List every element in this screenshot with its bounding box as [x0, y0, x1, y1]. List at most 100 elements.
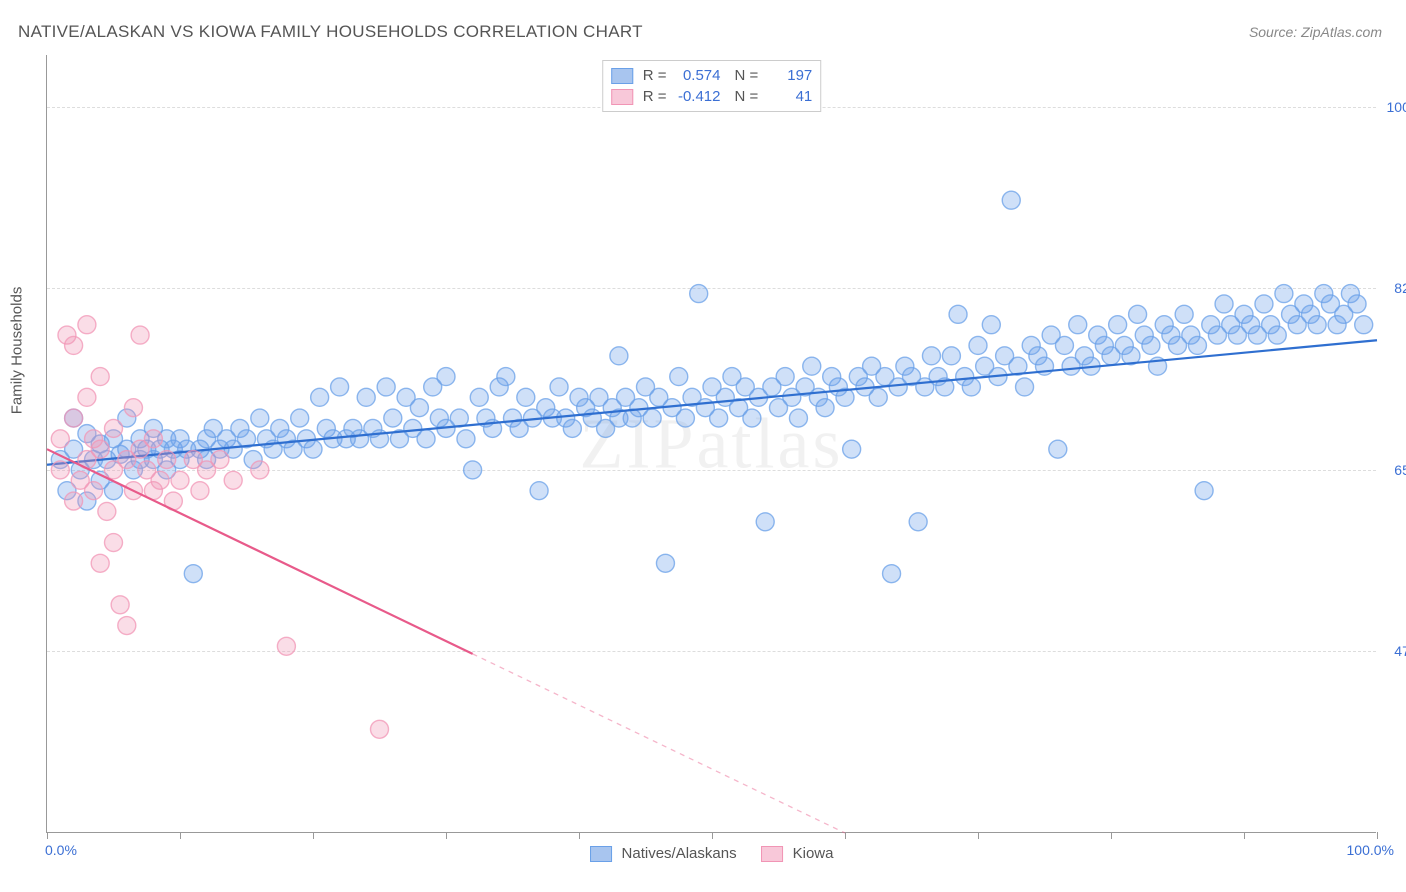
data-point — [909, 513, 927, 531]
source-attribution: Source: ZipAtlas.com — [1249, 24, 1382, 40]
data-point — [1195, 482, 1213, 500]
data-point — [65, 336, 83, 354]
data-point — [450, 409, 468, 427]
data-point — [550, 378, 568, 396]
data-point — [304, 440, 322, 458]
stats-row: R = -0.412 N = 41 — [611, 86, 813, 107]
data-point — [78, 316, 96, 334]
data-point — [1348, 295, 1366, 313]
data-point — [85, 482, 103, 500]
data-point — [922, 347, 940, 365]
data-point — [563, 419, 581, 437]
data-point — [224, 471, 242, 489]
y-tick-label: 82.5% — [1394, 280, 1406, 296]
data-point — [1109, 316, 1127, 334]
data-point — [789, 409, 807, 427]
x-tick — [845, 832, 846, 839]
data-point — [311, 388, 329, 406]
data-point — [437, 368, 455, 386]
n-value: 197 — [764, 67, 812, 84]
data-point — [942, 347, 960, 365]
data-point — [676, 409, 694, 427]
data-point — [869, 388, 887, 406]
x-tick — [579, 832, 580, 839]
data-point — [151, 471, 169, 489]
r-value: -0.412 — [673, 88, 721, 105]
data-point — [710, 409, 728, 427]
data-point — [1188, 336, 1206, 354]
data-point — [417, 430, 435, 448]
x-tick — [1111, 832, 1112, 839]
x-axis-max-label: 100.0% — [1347, 842, 1394, 858]
data-point — [1215, 295, 1233, 313]
data-point — [1308, 316, 1326, 334]
data-point — [1129, 305, 1147, 323]
data-point — [331, 378, 349, 396]
n-label: N = — [735, 88, 759, 105]
data-point — [118, 617, 136, 635]
x-tick — [712, 832, 713, 839]
data-point — [962, 378, 980, 396]
data-point — [1275, 285, 1293, 303]
data-point — [610, 347, 628, 365]
y-tick-label: 47.5% — [1394, 643, 1406, 659]
stats-legend-box: R = 0.574 N = 197 R = -0.412 N = 41 — [602, 60, 822, 112]
legend-item: Natives/Alaskans — [590, 845, 737, 862]
data-point — [98, 502, 116, 520]
data-point — [191, 482, 209, 500]
data-point — [51, 430, 69, 448]
data-point — [158, 451, 176, 469]
data-point — [211, 451, 229, 469]
data-point — [105, 534, 123, 552]
legend-swatch — [590, 846, 612, 862]
stats-row: R =0.574N =197 — [611, 65, 813, 86]
chart-title: NATIVE/ALASKAN VS KIOWA FAMILY HOUSEHOLD… — [18, 22, 643, 42]
data-point — [91, 554, 109, 572]
legend-swatch — [611, 68, 633, 84]
data-point — [131, 326, 149, 344]
data-point — [357, 388, 375, 406]
data-point — [1268, 326, 1286, 344]
data-point — [969, 336, 987, 354]
data-point — [184, 565, 202, 583]
chart-container: NATIVE/ALASKAN VS KIOWA FAMILY HOUSEHOLD… — [0, 0, 1406, 892]
y-tick-label: 65.0% — [1394, 462, 1406, 478]
r-value: 0.574 — [673, 67, 721, 84]
data-point — [78, 388, 96, 406]
data-point — [517, 388, 535, 406]
data-point — [843, 440, 861, 458]
data-point — [65, 409, 83, 427]
trend-line — [47, 340, 1377, 464]
n-label: N = — [735, 67, 759, 84]
data-point — [410, 399, 428, 417]
legend-label: Natives/Alaskans — [622, 845, 737, 862]
data-point — [377, 378, 395, 396]
r-label: R = — [643, 88, 667, 105]
data-point — [776, 368, 794, 386]
data-point — [111, 596, 129, 614]
data-point — [464, 461, 482, 479]
data-point — [371, 720, 389, 738]
data-point — [1069, 316, 1087, 334]
data-point — [1142, 336, 1160, 354]
y-tick-label: 100.0% — [1387, 99, 1406, 115]
legend-swatch — [761, 846, 783, 862]
n-value: 41 — [764, 88, 812, 105]
data-point — [171, 471, 189, 489]
data-point — [1175, 305, 1193, 323]
legend-item: Kiowa — [761, 845, 834, 862]
plot-area: Family Households ZIPatlas 47.5%65.0%82.… — [46, 55, 1376, 833]
data-point — [457, 430, 475, 448]
data-point — [1055, 336, 1073, 354]
data-point — [105, 419, 123, 437]
data-point — [1355, 316, 1373, 334]
trend-line-dashed — [473, 654, 845, 833]
data-point — [949, 305, 967, 323]
data-point — [291, 409, 309, 427]
x-tick — [47, 832, 48, 839]
scatter-svg — [47, 55, 1376, 832]
data-point — [144, 430, 162, 448]
data-point — [643, 409, 661, 427]
legend-label: Kiowa — [793, 845, 834, 862]
data-point — [277, 637, 295, 655]
